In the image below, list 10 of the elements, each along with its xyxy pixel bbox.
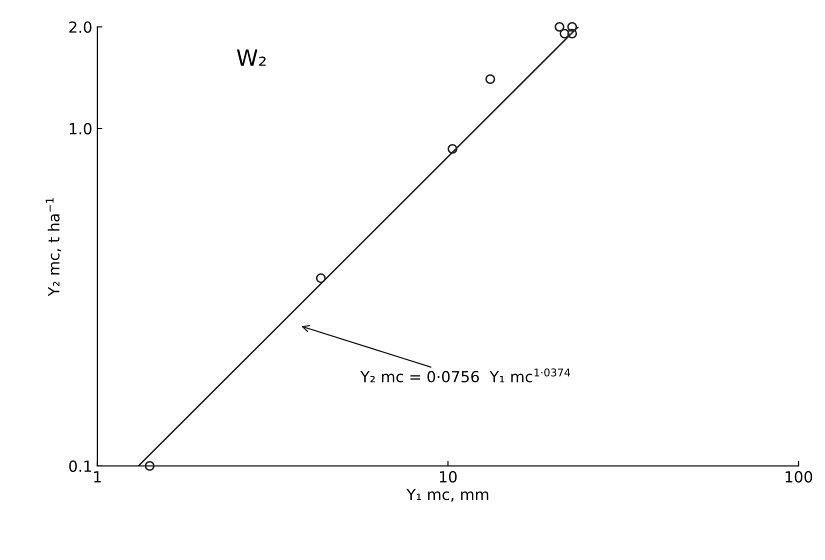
y-axis-title: Y₂ mc, t ha$^{−1}$ [46,198,62,296]
x-axis-title: Y₁ mc, mm [406,488,488,502]
y-tick-label: 1.0 [70,122,92,134]
y-tick-label: 0.1 [69,460,92,472]
annotation: Y₂ mc = 0·0756 Y₁ mc$^{1·0374}$ [360,368,570,382]
y-tick-label: 2.0 [69,21,92,33]
x-tick-label: 100 [786,471,812,483]
x-tick-label: 1 [94,471,101,482]
text: W₂ [236,50,266,66]
x-tick-label: 10 [440,471,457,483]
